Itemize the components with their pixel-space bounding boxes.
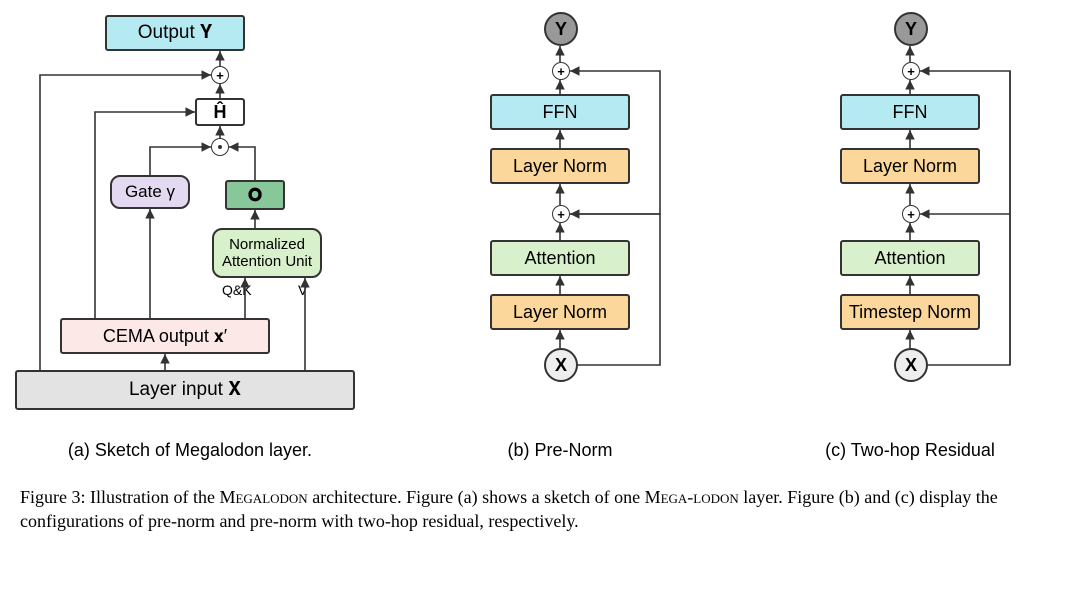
gate-box: Gate γ — [110, 175, 190, 209]
plus-c2: + — [902, 205, 920, 223]
figure-caption: Figure 3: Illustration of the Megalodon … — [20, 485, 1060, 534]
attn-box: Attention — [490, 240, 630, 276]
layerinput-box: Layer input 𝐗 — [15, 370, 355, 410]
x-node-c: X — [894, 348, 928, 382]
output-box: Output 𝐘 — [105, 15, 245, 51]
plus-op: + — [211, 66, 229, 84]
plus-b2: + — [552, 205, 570, 223]
y-node-c: Y — [894, 12, 928, 46]
ln2-box: Layer Norm — [490, 294, 630, 330]
cema-box: CEMA output 𝐱′ — [60, 318, 270, 354]
ln1-box: Layer Norm — [490, 148, 630, 184]
ln1-box-c: Layer Norm — [840, 148, 980, 184]
y-node: Y — [544, 12, 578, 46]
tsn-box: Timestep Norm — [840, 294, 980, 330]
plus-b1: + — [552, 62, 570, 80]
ffn-box: FFN — [490, 94, 630, 130]
v-label: V — [298, 282, 307, 298]
qk-label: Q&K — [222, 282, 252, 298]
caption-a: (a) Sketch of Megalodon layer. — [30, 440, 350, 461]
hadamard-op — [211, 138, 229, 156]
attn-box-c: Attention — [840, 240, 980, 276]
x-node: X — [544, 348, 578, 382]
nau-box: Normalized Attention Unit — [212, 228, 322, 278]
caption-b: (b) Pre-Norm — [460, 440, 660, 461]
hhat-box: Ĥ — [195, 98, 245, 126]
o-box: 𝐎 — [225, 180, 285, 210]
caption-c: (c) Two-hop Residual — [780, 440, 1040, 461]
plus-c1: + — [902, 62, 920, 80]
ffn-box-c: FFN — [840, 94, 980, 130]
